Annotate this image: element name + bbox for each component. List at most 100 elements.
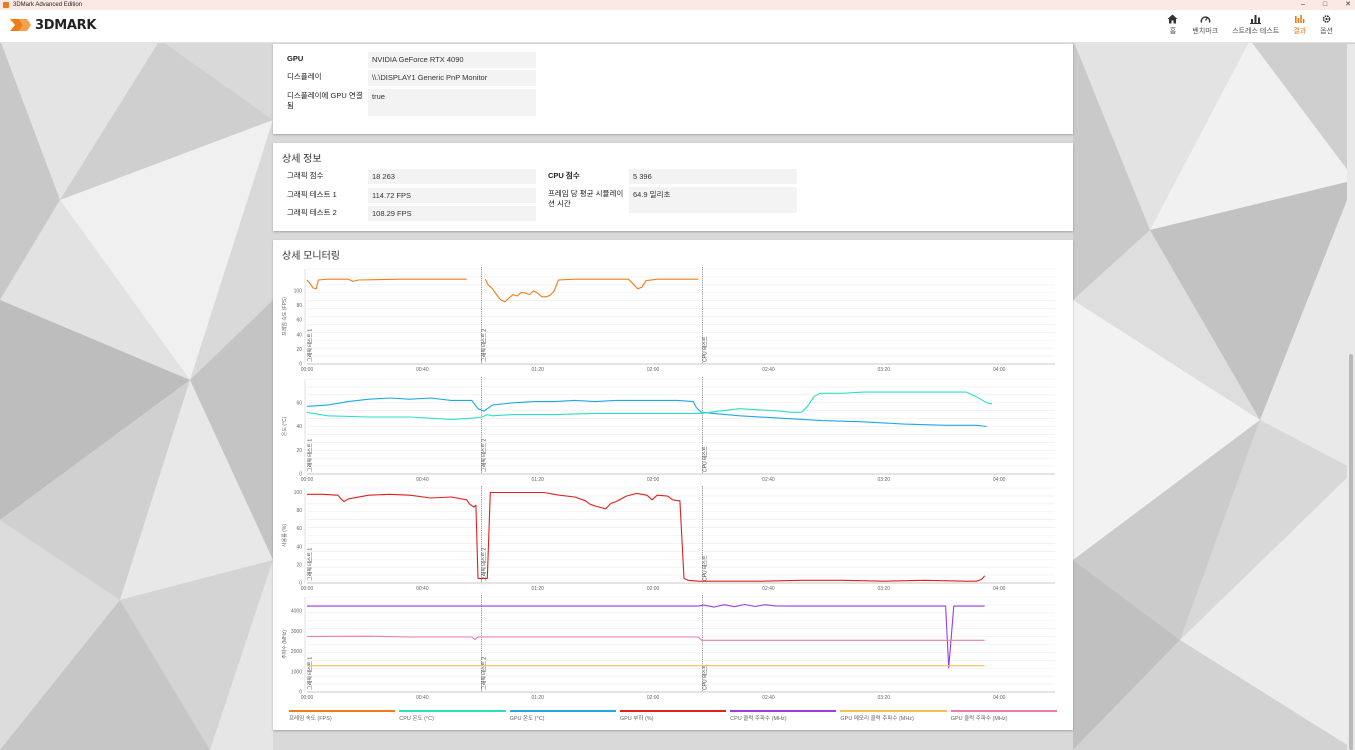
y-tick-label: 100 [294,288,303,294]
legend-item[interactable]: GPU 클럭 주파수 (MHz) [950,710,1057,724]
x-tick-label: 00:00 [301,367,314,373]
y-tick-label: 4000 [291,609,302,615]
window-titlebar: 3DMark Advanced Edition – □ ✕ [0,0,1355,10]
nav-stress-tests-label: 스트레스 테스트 [1232,28,1280,35]
gpu-label: GPU [287,54,304,63]
y-tick-label: 60 [296,400,302,406]
nav-results[interactable]: 결과 [1293,14,1306,36]
x-tick-label: 02:00 [647,695,660,701]
y-tick-label: 80 [296,303,302,309]
chart-legend: 프레임 속도 (FPS) CPU 온도 (°C) GPU 온도 (°C) GPU 부하… [287,710,1059,724]
monitoring-card: 상세 모니터링 0 20 40 60 80 100 프레임 속도 (FPS) 00:00 00:… [273,240,1073,730]
y-tick-label: 20 [296,448,302,454]
page-scrollbar[interactable] [1347,44,1355,750]
window-title: 3DMark Advanced Edition [13,2,83,8]
graphics-test-1-label: 그래픽 테스트 1 [287,190,337,199]
scrollbar-thumb[interactable] [1349,354,1353,750]
y-axis-label: 사용률 (%) [281,524,288,547]
speedometer-icon [1200,16,1211,23]
cpu-score-value: 5 396 [629,169,797,184]
logo-icon [10,19,31,31]
y-tick-label: 1000 [291,669,302,675]
x-tick-label: 01:20 [531,586,544,592]
nav-options[interactable]: 옵션 [1320,14,1333,36]
test-marker-label: CPU 테스트 [702,336,709,362]
app-header: 3DMARK 홈 벤치마크 스트레스 테스트 결과 옵션 [0,10,1355,43]
legend-item[interactable]: CPU 온도 (°C) [399,710,506,724]
display-value: \\.\DISPLAY1 Generic PnP Monitor [368,70,536,86]
system-info-card: GPU NVIDIA GeForce RTX 4090 디스플레이 \\.\DI… [273,44,1073,134]
series-line [306,278,467,290]
test-marker-label: 그래픽 테스트 2 [481,657,488,690]
x-tick-label: 00:00 [301,586,314,592]
legend-item[interactable]: GPU 온도 (°C) [509,710,616,724]
x-tick-label: 04:00 [993,367,1006,373]
test-marker-label: CPU 테스트 [702,555,709,581]
maximize-icon[interactable]: □ [1322,1,1328,8]
x-tick-label: 00:40 [416,695,429,701]
x-tick-label: 00:00 [301,477,314,483]
monitoring-charts: 0 20 40 60 80 100 프레임 속도 (FPS) 00:00 00:40 01:20 0… [281,267,1055,701]
x-tick-label: 02:40 [762,586,775,592]
cpu-score-label: CPU 점수 [548,171,580,180]
legend-item[interactable]: GPU 메모리 클럭 주파수 (MHz) [840,710,947,724]
y-axis-label: 온도 (°C) [282,416,288,436]
bar-chart-icon [1250,15,1262,24]
gpu-connected-value: true [368,89,536,116]
gpu-value: NVIDIA GeForce RTX 4090 [368,52,536,68]
y-tick-label: 0 [299,472,302,478]
logo-text: 3DMARK [35,17,97,33]
logo[interactable]: 3DMARK [10,17,96,33]
x-tick-label: 02:00 [647,586,660,592]
nav-options-label: 옵션 [1320,28,1333,35]
y-axis-label: 프레임 속도 (FPS) [281,297,288,336]
close-icon[interactable]: ✕ [1345,1,1351,8]
y-tick-label: 20 [296,347,302,353]
test-marker-label: 그래픽 테스트 1 [307,439,314,472]
nav-benchmarks-label: 벤치마크 [1192,28,1219,35]
series-line [306,635,985,641]
nav-benchmarks[interactable]: 벤치마크 [1192,14,1218,36]
test-marker-label: 그래픽 테스트 2 [481,548,488,581]
x-tick-label: 03:20 [878,586,891,592]
x-tick-label: 02:40 [762,367,775,373]
series-line [306,397,987,428]
monitoring-title: 상세 모니터링 [282,251,340,262]
y-tick-label: 80 [296,508,302,514]
graphics-test-2-label: 그래픽 테스트 2 [287,208,337,217]
test-marker-label: 그래픽 테스트 1 [307,329,314,362]
x-tick-label: 03:20 [878,695,891,701]
x-tick-label: 02:40 [762,477,775,483]
sim-time-value: 64.9 밀리초 [629,187,797,213]
x-tick-label: 04:00 [993,586,1006,592]
nav-home[interactable]: 홈 [1167,14,1178,36]
legend-item[interactable]: GPU 부하 (%) [619,710,727,724]
display-label: 디스플레이 [287,72,322,81]
nav-results-label: 결과 [1293,28,1307,35]
x-tick-label: 01:20 [531,367,544,373]
gpu-connected-label: 디스플레이에 GPU 연결됨 [287,91,363,110]
x-tick-label: 04:00 [993,695,1006,701]
legend-item[interactable]: 프레임 속도 (FPS) [289,710,396,724]
x-tick-label: 02:00 [647,477,660,483]
x-tick-label: 04:00 [993,477,1006,483]
test-marker-label: 그래픽 테스트 2 [481,439,488,472]
y-tick-label: 0 [299,362,302,368]
y-tick-label: 20 [296,562,302,568]
nav-home-label: 홈 [1169,28,1177,35]
graphics-score-value: 18 263 [368,169,536,184]
app-icon [3,2,9,8]
legend-item[interactable]: CPU 클럭 주파수 (MHz) [730,710,837,724]
y-tick-label: 60 [296,318,302,324]
y-tick-label: 40 [296,424,302,430]
y-tick-label: 0 [299,690,302,696]
x-tick-label: 03:20 [878,367,891,373]
minimize-icon[interactable]: – [1300,1,1305,8]
test-marker-label: 그래픽 테스트 1 [307,657,314,690]
sim-time-label: 프레임 당 평균 시뮬레이션 시간 [548,189,624,208]
x-tick-label: 00:00 [301,695,314,701]
y-axis-label: 주파수 (MHz) [281,630,288,659]
nav-stress-tests[interactable]: 스트레스 테스트 [1232,14,1279,36]
series-line [306,391,993,420]
x-tick-label: 00:40 [416,586,429,592]
